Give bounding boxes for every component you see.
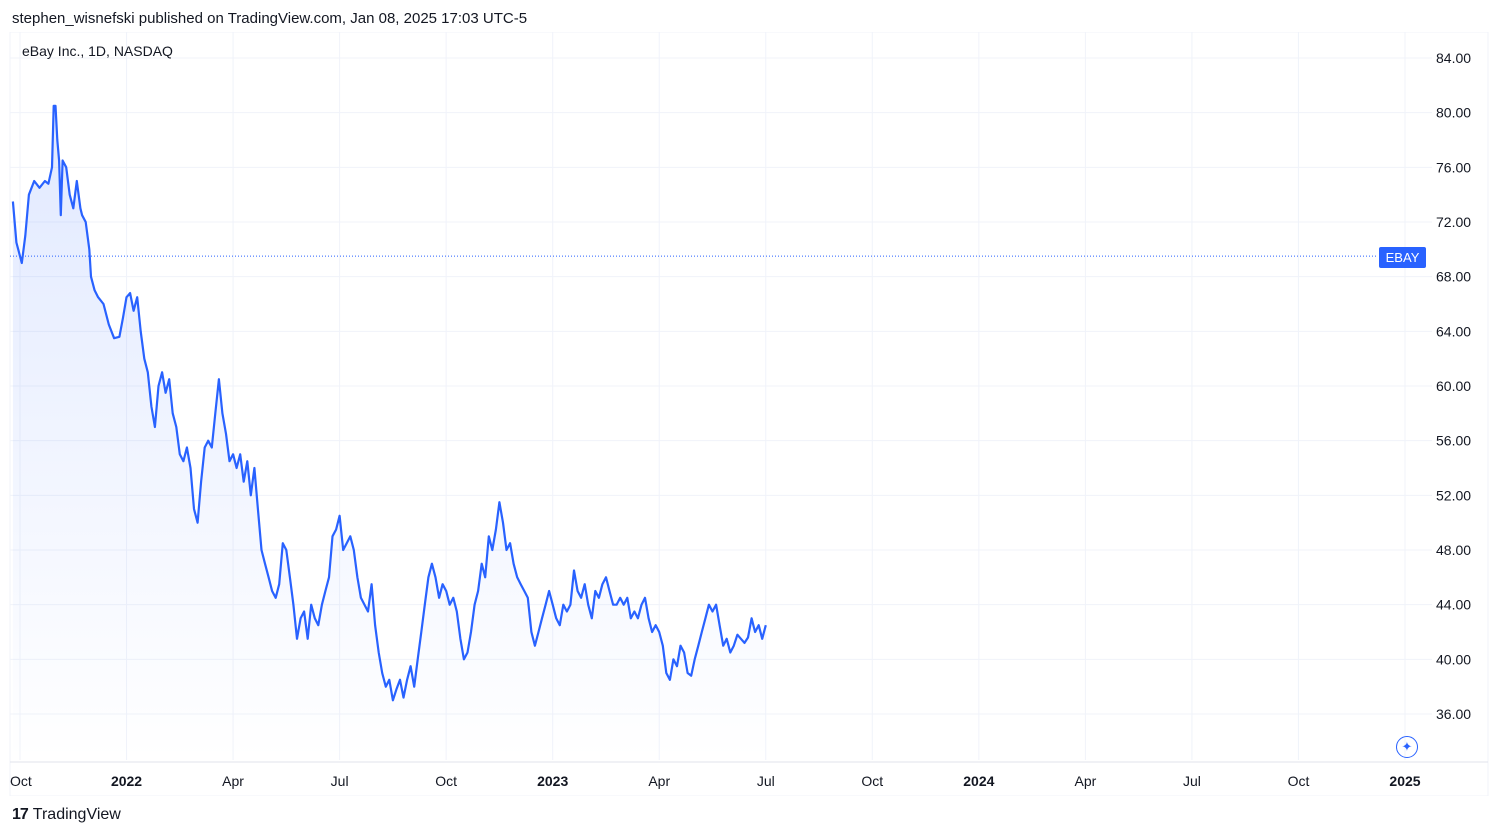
y-tick-label: 64.00 bbox=[1436, 323, 1471, 339]
y-tick-label: 36.00 bbox=[1436, 706, 1471, 722]
y-tick-label: 84.00 bbox=[1436, 50, 1471, 66]
plot-border bbox=[9, 32, 1489, 796]
y-tick-label: 72.00 bbox=[1436, 214, 1471, 230]
y-tick-label: 60.00 bbox=[1436, 378, 1471, 394]
price-line bbox=[11, 104, 767, 702]
y-tick-label: 48.00 bbox=[1436, 542, 1471, 558]
x-tick-label: 2025 bbox=[1389, 773, 1420, 789]
tradingview-logo[interactable]: 17 TradingView bbox=[12, 806, 121, 824]
x-tick-label: Oct bbox=[1288, 773, 1310, 789]
y-tick-label: 76.00 bbox=[1436, 159, 1471, 175]
x-tick-label: Apr bbox=[648, 773, 670, 789]
x-tick-label: Apr bbox=[1074, 773, 1096, 789]
x-tick-label: Jul bbox=[1183, 773, 1201, 789]
publish-header: stephen_wisnefski published on TradingVi… bbox=[12, 10, 528, 27]
x-tick-label: 2023 bbox=[537, 773, 568, 789]
y-tick-label: 68.00 bbox=[1436, 269, 1471, 285]
price-area bbox=[12, 105, 766, 761]
x-tick-label: 2024 bbox=[963, 773, 994, 789]
tradingview-mark-icon: 17 bbox=[12, 806, 29, 823]
x-tick-label: Oct bbox=[435, 773, 457, 789]
y-tick-label: 52.00 bbox=[1436, 487, 1471, 503]
y-tick-label: 44.00 bbox=[1436, 597, 1471, 613]
chart-area[interactable]: 36.00 40.00 44.00 48.00 52.00 56.00 60.00 64.00… bbox=[0, 32, 1500, 796]
tradingview-brand: TradingView bbox=[32, 806, 121, 823]
y-tick-label: 40.00 bbox=[1436, 651, 1471, 667]
x-tick-label: 2022 bbox=[111, 773, 142, 789]
x-tick-label: Jul bbox=[331, 773, 349, 789]
y-tick-label: 80.00 bbox=[1436, 105, 1471, 121]
ticker-badge: EBAY bbox=[1379, 247, 1426, 268]
x-tick-label: Oct bbox=[861, 773, 883, 789]
x-tick-label: Apr bbox=[222, 773, 244, 789]
price-chart: 36.00 40.00 44.00 48.00 52.00 56.00 60.00 64.00… bbox=[9, 32, 1489, 796]
sparkle-icon[interactable]: ✦ bbox=[1396, 736, 1418, 758]
x-tick-label: Jul bbox=[757, 773, 775, 789]
chart-title: eBay Inc., 1D, NASDAQ bbox=[22, 43, 173, 59]
x-tick-label: Oct bbox=[10, 773, 32, 789]
y-tick-label: 56.00 bbox=[1436, 433, 1471, 449]
